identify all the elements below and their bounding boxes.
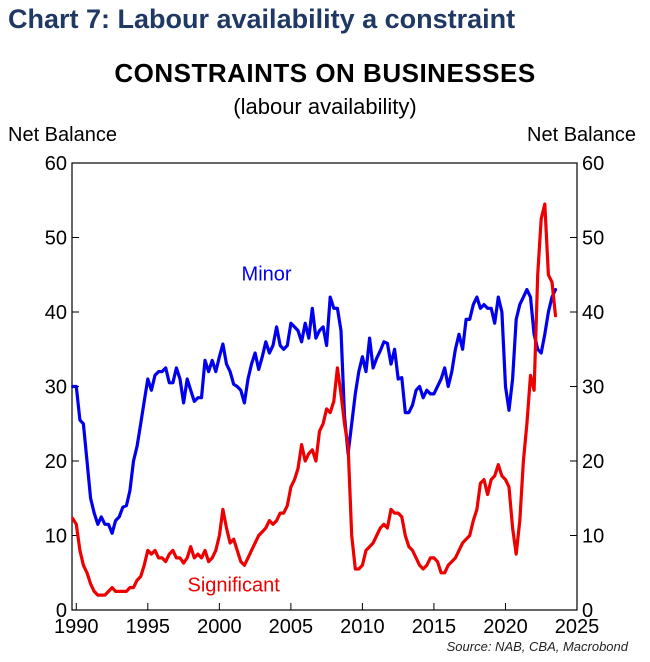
y-tick-label-left: 10 bbox=[45, 526, 67, 548]
x-tick-label: 1990 bbox=[54, 616, 99, 638]
y-tick-label-right: 0 bbox=[582, 600, 593, 622]
y-tick-label-left: 60 bbox=[45, 153, 67, 175]
y-tick-label-right: 60 bbox=[582, 153, 604, 175]
x-tick-label: 2025 bbox=[555, 616, 600, 638]
y-tick-label-left: 40 bbox=[45, 302, 67, 324]
y-tick-label-right: 10 bbox=[582, 526, 604, 548]
x-tick-label: 1995 bbox=[126, 616, 171, 638]
chart-title: CONSTRAINTS ON BUSINESSES bbox=[114, 58, 536, 88]
report-heading: Chart 7: Labour availability a constrain… bbox=[8, 4, 516, 34]
series-line-significant bbox=[71, 202, 558, 597]
x-tick-label: 2010 bbox=[340, 616, 385, 638]
series-line-minor bbox=[71, 288, 558, 535]
y-tick-label-left: 30 bbox=[45, 377, 67, 399]
source-note: Source: NAB, CBA, Macrobond bbox=[446, 639, 628, 654]
y-tick-label-right: 20 bbox=[582, 451, 604, 473]
y-tick-label-left: 20 bbox=[45, 451, 67, 473]
series-lines bbox=[71, 202, 558, 597]
y-tick-label-left: 0 bbox=[56, 600, 67, 622]
series-labels: Minor Significant bbox=[188, 264, 292, 597]
y-tick-label-right: 30 bbox=[582, 377, 604, 399]
x-tick-label: 2020 bbox=[483, 616, 528, 638]
y-tick-label-right: 40 bbox=[582, 302, 604, 324]
right-axis-title: Net Balance bbox=[527, 124, 636, 146]
x-tick-label: 2005 bbox=[269, 616, 314, 638]
x-tick-label: 2015 bbox=[412, 616, 457, 638]
y-tick-label-left: 50 bbox=[45, 228, 67, 250]
series-label-minor: Minor bbox=[242, 264, 292, 286]
chart-subtitle: (labour availability) bbox=[233, 94, 417, 119]
x-tick-label: 2000 bbox=[197, 616, 242, 638]
left-axis-title: Net Balance bbox=[8, 124, 117, 146]
series-label-significant: Significant bbox=[188, 574, 281, 596]
y-tick-label-right: 50 bbox=[582, 228, 604, 250]
